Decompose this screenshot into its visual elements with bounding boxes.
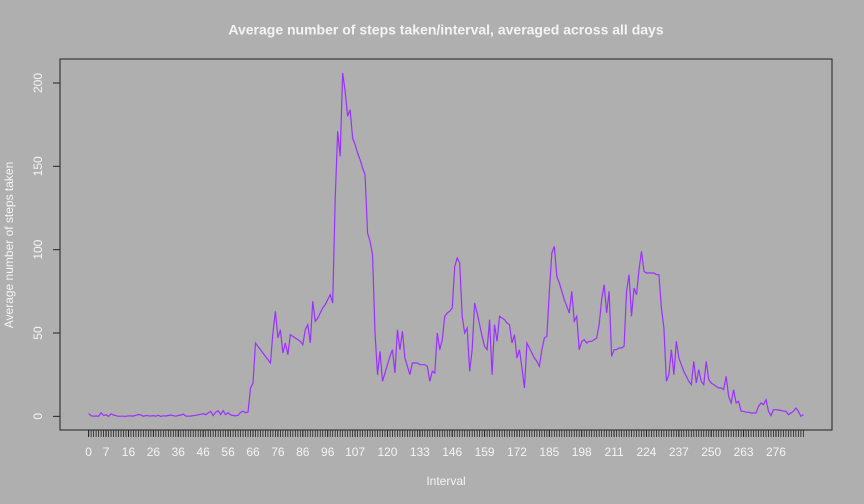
x-tick-label: 237: [669, 445, 689, 459]
x-tick-label: 0: [85, 445, 92, 459]
x-axis-label: Interval: [426, 474, 465, 488]
y-tick-label: 0: [31, 413, 45, 420]
x-tick-label: 26: [147, 445, 161, 459]
x-tick-label: 96: [321, 445, 335, 459]
x-tick-label: 146: [442, 445, 462, 459]
x-tick-label: 211: [605, 445, 624, 459]
x-tick-label: 276: [766, 445, 786, 459]
x-tick-label: 120: [377, 445, 397, 459]
y-tick-label: 100: [31, 239, 45, 259]
x-tick-label: 76: [271, 445, 285, 459]
y-tick-label: 150: [31, 156, 45, 176]
x-tick-label: 66: [246, 445, 260, 459]
x-tick-label: 56: [221, 445, 235, 459]
x-tick-label: 107: [345, 445, 365, 459]
x-tick-label: 7: [103, 445, 110, 459]
x-tick-label: 198: [572, 445, 592, 459]
x-tick-label: 185: [539, 445, 559, 459]
x-tick-label: 263: [734, 445, 754, 459]
y-axis-label: Average number of steps taken: [2, 162, 16, 329]
y-tick-label: 50: [31, 326, 45, 340]
x-tick-label: 46: [197, 445, 211, 459]
chart-title: Average number of steps taken/interval, …: [228, 22, 663, 38]
plot-frame: [59, 58, 833, 431]
y-tick-label: 200: [31, 73, 45, 93]
x-tick-label: 36: [172, 445, 186, 459]
x-tick-label: 16: [122, 445, 136, 459]
x-tick-label: 159: [475, 445, 495, 459]
x-tick-label: 172: [507, 445, 527, 459]
x-tick-label: 133: [410, 445, 430, 459]
data-line: [88, 72, 804, 418]
x-tick-label: 86: [296, 445, 310, 459]
x-tick-label: 224: [636, 445, 656, 459]
x-tick-label: 250: [701, 445, 721, 459]
